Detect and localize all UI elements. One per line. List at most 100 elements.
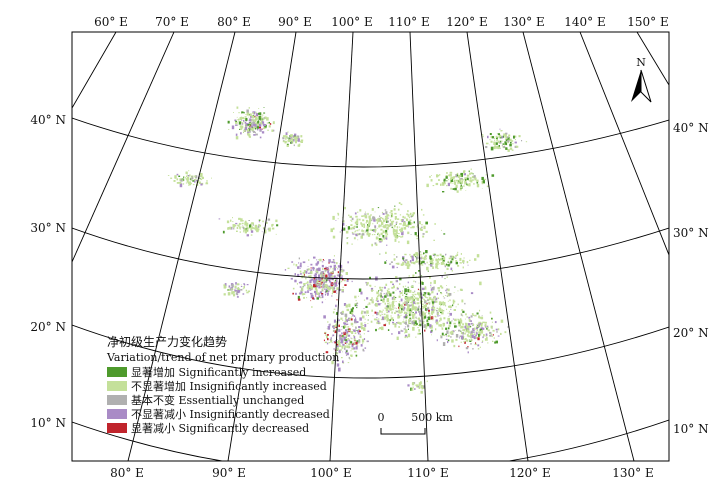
- ndvi-pixel: [406, 336, 408, 339]
- ndvi-pixel: [235, 121, 238, 124]
- ndvi-pixel: [383, 219, 385, 223]
- ndvi-pixel: [463, 257, 465, 259]
- ndvi-pixel: [491, 136, 495, 139]
- right-lat-label: 20° N: [673, 326, 709, 340]
- ndvi-pixel: [372, 223, 374, 225]
- ndvi-pixel: [254, 224, 258, 228]
- ndvi-pixel: [354, 318, 357, 322]
- ndvi-pixel: [253, 227, 254, 228]
- ndvi-pixel: [427, 316, 431, 321]
- ndvi-pixel: [372, 299, 374, 301]
- ndvi-pixel: [435, 263, 438, 268]
- ndvi-pixel: [463, 185, 465, 187]
- ndvi-pixel: [491, 326, 493, 328]
- ndvi-pixel: [430, 281, 432, 284]
- graticule: [72, 32, 669, 461]
- ndvi-pixel: [355, 317, 357, 320]
- ndvi-pixel: [247, 290, 251, 293]
- ndvi-pixel: [364, 213, 367, 215]
- ndvi-pixel: [282, 135, 285, 138]
- ndvi-pixel: [425, 221, 428, 225]
- ndvi-pixel: [317, 284, 319, 286]
- ndvi-pixel: [413, 295, 416, 298]
- ndvi-pixel: [418, 324, 420, 326]
- ndvi-pixel: [392, 306, 394, 308]
- ndvi-pixel: [233, 112, 234, 113]
- ndvi-pixel: [363, 311, 366, 314]
- ndvi-pixel: [358, 339, 361, 342]
- ndvi-pixel: [360, 311, 363, 315]
- ndvi-pixel: [350, 316, 352, 318]
- ndvi-pixel: [462, 261, 464, 263]
- ndvi-pixel: [493, 141, 496, 145]
- ndvi-pixel: [500, 140, 502, 143]
- ndvi-pixel: [493, 337, 495, 339]
- ndvi-pixel: [502, 143, 504, 145]
- ndvi-pixel: [382, 300, 385, 303]
- ndvi-pixel: [432, 288, 435, 291]
- ndvi-pixel: [345, 272, 348, 275]
- ndvi-pixel: [460, 262, 462, 264]
- ndvi-pixel: [364, 231, 366, 233]
- ndvi-pixel: [442, 324, 445, 327]
- ndvi-pixel: [333, 319, 336, 323]
- ndvi-pixel: [412, 315, 415, 319]
- ndvi-pixel: [460, 177, 463, 180]
- ndvi-pixel: [319, 291, 323, 294]
- ndvi-pixel: [235, 124, 238, 126]
- ndvi-pixel: [486, 327, 488, 330]
- ndvi-pixel: [336, 274, 338, 277]
- ndvi-pixel: [442, 191, 445, 193]
- ndvi-pixel: [266, 122, 269, 124]
- ndvi-pixel: [487, 135, 489, 139]
- ndvi-pixel: [370, 229, 373, 231]
- ndvi-pixel: [424, 315, 427, 319]
- ndvi-pixel: [491, 335, 493, 338]
- ndvi-pixel: [218, 218, 221, 220]
- ndvi-pixel: [238, 121, 241, 125]
- ndvi-pixel: [428, 295, 430, 297]
- ndvi-pixel: [234, 285, 237, 289]
- ndvi-pixel: [311, 278, 314, 281]
- ndvi-pixel: [402, 309, 405, 311]
- ndvi-pixel: [261, 114, 264, 116]
- ndvi-pixel: [361, 229, 363, 231]
- ndvi-pixel: [258, 221, 260, 223]
- ndvi-pixel: [514, 141, 517, 144]
- ndvi-pixel: [428, 312, 430, 314]
- ndvi-pixel: [333, 275, 336, 279]
- ndvi-pixel: [309, 288, 311, 290]
- ndvi-pixel: [261, 231, 263, 233]
- ndvi-pixel: [482, 321, 485, 324]
- ndvi-pixel: [366, 341, 368, 343]
- ndvi-pixel: [461, 314, 463, 316]
- ndvi-pixel: [413, 221, 415, 224]
- ndvi-pixel: [262, 220, 264, 223]
- ndvi-pixel: [457, 303, 459, 306]
- ndvi-pixel: [350, 350, 352, 352]
- ndvi-pixel: [332, 283, 335, 285]
- ndvi-pixel: [286, 135, 288, 137]
- ndvi-pixel: [418, 282, 420, 284]
- ndvi-pixel: [359, 218, 361, 221]
- ndvi-pixel: [335, 324, 338, 327]
- ndvi-pixel: [387, 307, 389, 309]
- ndvi-pixel: [392, 291, 395, 294]
- ndvi-pixel: [333, 290, 336, 293]
- ndvi-pixel: [378, 224, 381, 228]
- ndvi-pixel: [385, 283, 388, 286]
- ndvi-pixel: [375, 236, 378, 240]
- ndvi-pixel: [347, 326, 350, 328]
- ndvi-pixel: [235, 136, 239, 140]
- ndvi-pixel: [383, 293, 385, 295]
- ndvi-pixel: [476, 332, 478, 335]
- ndvi-pixel: [443, 334, 446, 337]
- ndvi-pixel: [258, 116, 261, 120]
- ndvi-pixel: [415, 302, 417, 305]
- ndvi-pixel: [300, 273, 302, 275]
- ndvi-pixel: [475, 331, 478, 333]
- ndvi-pixel: [400, 203, 403, 206]
- ndvi-pixel: [490, 333, 493, 335]
- ndvi-pixel: [382, 212, 385, 215]
- ndvi-pixel: [236, 227, 239, 229]
